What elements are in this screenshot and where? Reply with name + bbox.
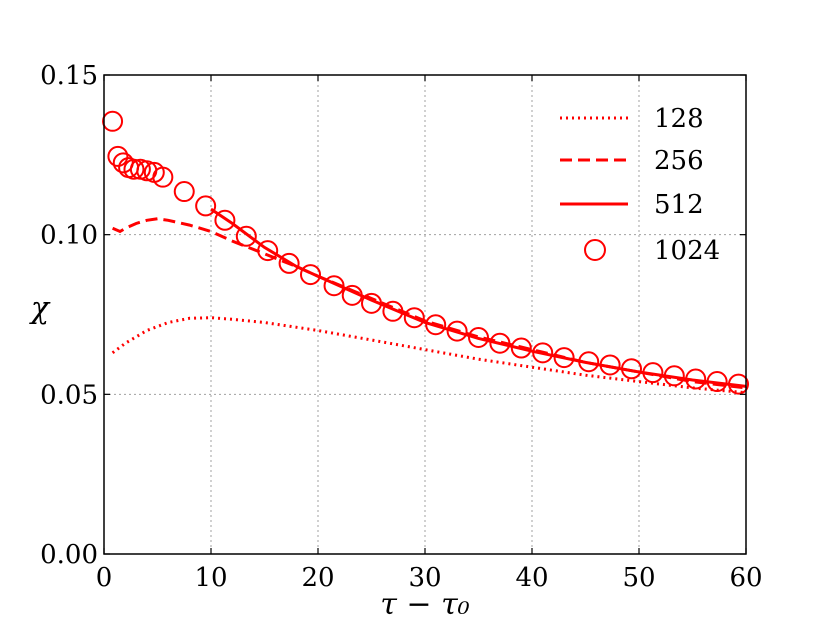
series-1024-point [599,354,621,376]
series-1024-point [642,362,664,384]
legend-label-128: 128 [654,104,704,134]
series-1024-point [278,252,300,274]
series-256-line [112,217,747,390]
series-1024-point [578,351,600,373]
series-1024-point [341,284,363,306]
series-1024-point [728,373,750,395]
series-1024-point [382,300,404,322]
series-1024-point [102,110,124,132]
y-tick-label: 0.10 [40,221,98,251]
y-axis-label: χ [29,291,51,326]
legend-marker-1024 [584,239,606,261]
series-1024-point [553,347,575,369]
series-1024-point [468,326,489,348]
series-1024-point [123,158,145,180]
series-1024-point [214,209,236,231]
x-tick-label: 60 [729,563,762,593]
x-tick-label: 0 [96,563,113,593]
series-1024-point [663,365,685,387]
series-1024-point [323,275,345,297]
legend-label-512: 512 [654,190,704,220]
series-1024-point [152,166,174,188]
series-1024-point [195,195,217,217]
series-1024-point [361,292,382,314]
series-1024-point [173,181,195,203]
series-1024-point [489,332,511,354]
ticks-layer: 0 10 20 30 40 50 60 0.00 0.05 0.10 0.15 [40,61,762,593]
series-1024-point [403,307,425,329]
legend-label-256: 256 [654,146,704,176]
series-1024-point [706,371,728,393]
series-1024-point [107,145,129,167]
grid-layer [104,75,746,554]
series-1024-point [235,225,257,247]
y-tick-label: 0.15 [40,61,98,91]
series-512-line [210,207,747,388]
x-axis-label: τ − τ₀ [380,587,469,622]
y-tick-label: 0.00 [40,540,98,570]
series-1024-point [685,368,707,390]
series-1024-point [425,314,447,336]
x-tick-label: 40 [515,563,548,593]
legend: 128 256 512 1024 [560,104,720,266]
x-tick-label: 10 [194,563,227,593]
x-tick-label: 30 [408,563,441,593]
x-tick-label: 50 [622,563,655,593]
series-1024-point [532,342,554,364]
series-1024-point [257,240,279,262]
legend-label-1024: 1024 [654,236,720,266]
series-1024-point [621,358,643,380]
series-1024-point [510,337,532,359]
y-tick-label: 0.05 [40,380,98,410]
series-1024-point [300,264,322,286]
x-tick-label: 20 [301,563,334,593]
series-1024-point [446,320,468,342]
series-layer [102,110,750,395]
